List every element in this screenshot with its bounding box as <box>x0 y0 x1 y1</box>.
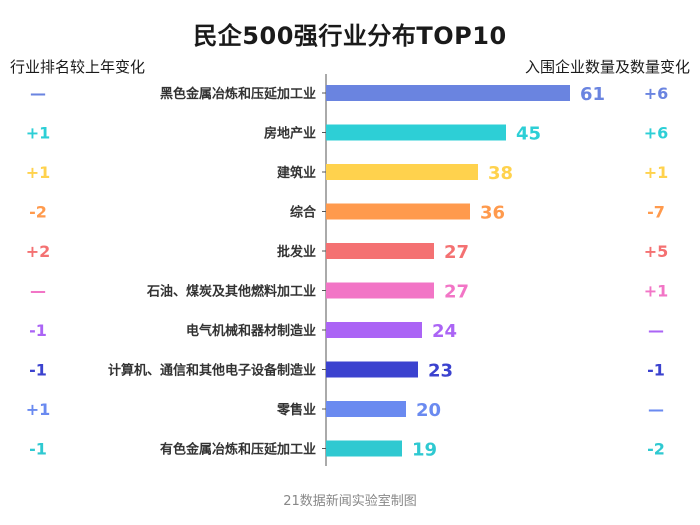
category-label: 零售业 <box>276 402 316 418</box>
count-change-label: +1 <box>644 282 669 301</box>
category-label: 电气机械和器材制造业 <box>186 323 316 339</box>
bar <box>326 243 434 259</box>
value-label: 20 <box>416 400 441 421</box>
count-change-label: -1 <box>647 361 665 380</box>
bar <box>326 85 570 101</box>
count-change-label: — <box>648 400 664 419</box>
value-label: 27 <box>444 242 469 263</box>
rank-change-label: +2 <box>26 242 51 261</box>
count-change-label: +5 <box>644 242 669 261</box>
bar <box>326 164 478 180</box>
category-label: 计算机、通信和其他电子设备制造业 <box>108 363 316 379</box>
rank-change-label: +1 <box>26 400 51 419</box>
bar <box>326 124 506 141</box>
value-label: 45 <box>516 124 541 145</box>
category-label: 石油、煤炭及其他燃料加工业 <box>146 284 316 300</box>
category-label: 批发业 <box>277 244 316 260</box>
value-label: 27 <box>444 282 469 303</box>
value-label: 36 <box>480 203 505 224</box>
count-change-label: +6 <box>644 84 669 103</box>
rank-change-label: -1 <box>29 440 47 459</box>
value-label: 23 <box>428 361 453 382</box>
bar <box>326 282 434 299</box>
rank-change-label: -2 <box>29 203 47 222</box>
category-label: 黑色金属冶炼和压延加工业 <box>160 86 316 102</box>
category-label: 建筑业 <box>277 165 316 181</box>
rank-change-label: -1 <box>29 321 47 340</box>
bar <box>326 440 402 457</box>
rank-change-header: 行业排名较上年变化 <box>10 58 146 76</box>
category-label: 有色金属冶炼和压延加工业 <box>160 442 316 458</box>
count-change-label: +1 <box>644 163 669 182</box>
rank-change-label: +1 <box>26 124 51 143</box>
count-change-label: +6 <box>644 124 669 143</box>
value-label: 38 <box>488 163 513 184</box>
category-label: 综合 <box>290 205 317 221</box>
value-label: 19 <box>412 440 437 461</box>
count-change-label: — <box>648 321 664 340</box>
bar <box>326 203 470 220</box>
rank-change-label: — <box>30 282 46 301</box>
rank-change-label: -1 <box>29 361 47 380</box>
rank-change-label: — <box>30 84 46 103</box>
category-label: 房地产业 <box>264 126 316 142</box>
source-note: 21数据新闻实验室制图 <box>283 494 417 509</box>
value-label: 24 <box>432 321 457 342</box>
count-change-header: 入围企业数量及数量变化 <box>524 58 690 76</box>
value-label: 61 <box>580 84 605 105</box>
bar <box>326 322 422 338</box>
count-change-label: -7 <box>647 203 665 222</box>
bar <box>326 361 418 378</box>
chart-title: 民企500强行业分布TOP10 <box>193 22 507 50</box>
bar <box>326 401 406 417</box>
count-change-label: -2 <box>647 440 665 459</box>
rank-change-label: +1 <box>26 163 51 182</box>
